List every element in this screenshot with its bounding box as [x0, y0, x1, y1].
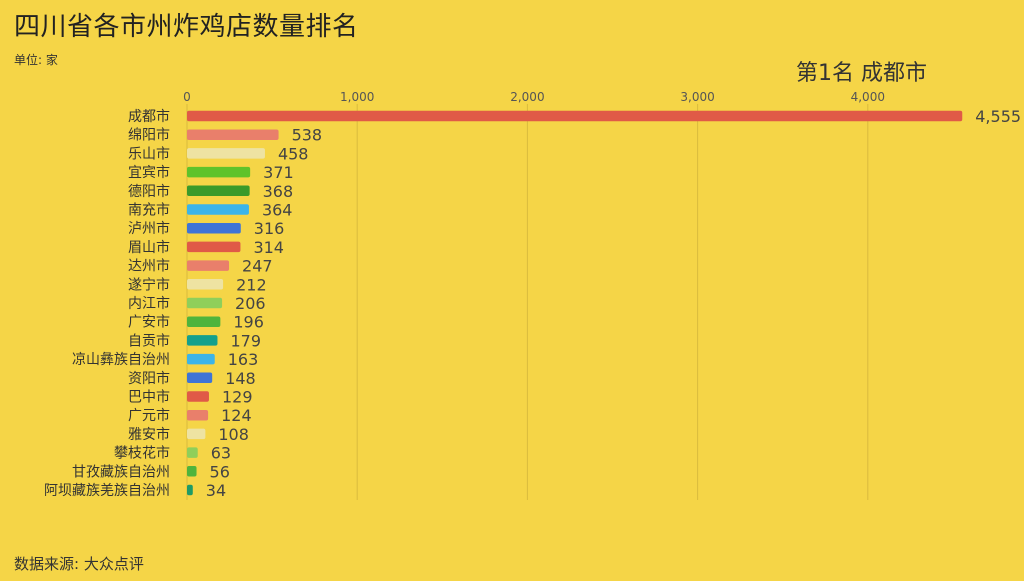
- bar: [187, 391, 209, 402]
- bar: [187, 372, 213, 384]
- bar: [187, 297, 223, 309]
- category-label: 成都市: [128, 108, 170, 125]
- category-label: 南充市: [128, 202, 170, 219]
- bar: [187, 260, 230, 271]
- value-label: 163: [228, 350, 259, 369]
- value-label: 247: [242, 257, 273, 276]
- bar: [187, 129, 279, 140]
- category-label: 眉山市: [128, 239, 170, 256]
- value-label: 196: [233, 313, 264, 332]
- bar: [187, 335, 218, 346]
- category-label: 攀枝花市: [114, 445, 170, 462]
- category-label: 广元市: [128, 407, 170, 424]
- category-label: 乐山市: [128, 145, 170, 162]
- category-label: 宜宾市: [128, 164, 170, 181]
- category-label: 巴中市: [128, 389, 170, 406]
- value-label: 458: [278, 144, 309, 163]
- x-tick-label: 3,000: [680, 90, 714, 104]
- category-label: 阿坝藏族羌族自治州: [44, 483, 170, 499]
- bar: [187, 409, 209, 421]
- category-label: 凉山彝族自治州: [72, 352, 170, 368]
- value-label: 124: [221, 406, 252, 425]
- bar: [187, 484, 193, 496]
- category-label: 雅安市: [128, 426, 170, 443]
- value-label: 314: [253, 238, 284, 257]
- bar: [187, 316, 221, 327]
- x-tick-label: 2,000: [510, 90, 544, 104]
- bar: [187, 185, 250, 197]
- category-label: 资阳市: [128, 370, 170, 387]
- bar: [187, 447, 198, 458]
- bar: [187, 222, 241, 234]
- value-label: 316: [254, 219, 285, 238]
- category-label: 遂宁市: [128, 276, 170, 293]
- value-label: 371: [263, 163, 294, 182]
- category-label: 自贡市: [128, 332, 170, 349]
- category-label: 内江市: [128, 295, 170, 312]
- bar: [187, 166, 251, 178]
- source-label: 数据来源: 大众点评: [14, 555, 144, 573]
- category-label: 甘孜藏族自治州: [72, 464, 170, 480]
- bar: [187, 110, 963, 122]
- bar: [187, 204, 249, 215]
- value-label: 108: [218, 425, 249, 444]
- bar: [187, 241, 241, 253]
- bar: [187, 279, 224, 290]
- value-label: 179: [230, 331, 261, 350]
- chart-title: 四川省各市州炸鸡店数量排名: [14, 12, 359, 42]
- x-tick-label: 1,000: [340, 90, 374, 104]
- value-label: 4,555: [975, 107, 1021, 126]
- category-label: 达州市: [128, 258, 170, 275]
- bar: [187, 148, 265, 159]
- value-label: 206: [235, 294, 266, 313]
- unit-label: 单位: 家: [14, 53, 58, 67]
- value-label: 212: [236, 275, 267, 294]
- value-label: 538: [292, 126, 323, 145]
- category-label: 泸州市: [128, 220, 170, 237]
- category-label: 德阳市: [128, 183, 170, 200]
- value-label: 364: [262, 201, 293, 220]
- value-label: 56: [210, 462, 230, 481]
- value-label: 34: [206, 481, 226, 500]
- category-label: 绵阳市: [128, 127, 170, 144]
- bar: [187, 466, 197, 477]
- x-tick-label: 4,000: [851, 90, 885, 104]
- value-label: 63: [211, 444, 231, 463]
- rank-label: 第1名 成都市: [796, 61, 927, 86]
- bar: [187, 353, 215, 365]
- value-label: 148: [225, 369, 256, 388]
- category-label: 广安市: [128, 314, 170, 331]
- value-label: 129: [222, 388, 253, 407]
- x-tick-label: 0: [183, 90, 191, 104]
- value-label: 368: [263, 182, 294, 201]
- bar: [187, 428, 206, 440]
